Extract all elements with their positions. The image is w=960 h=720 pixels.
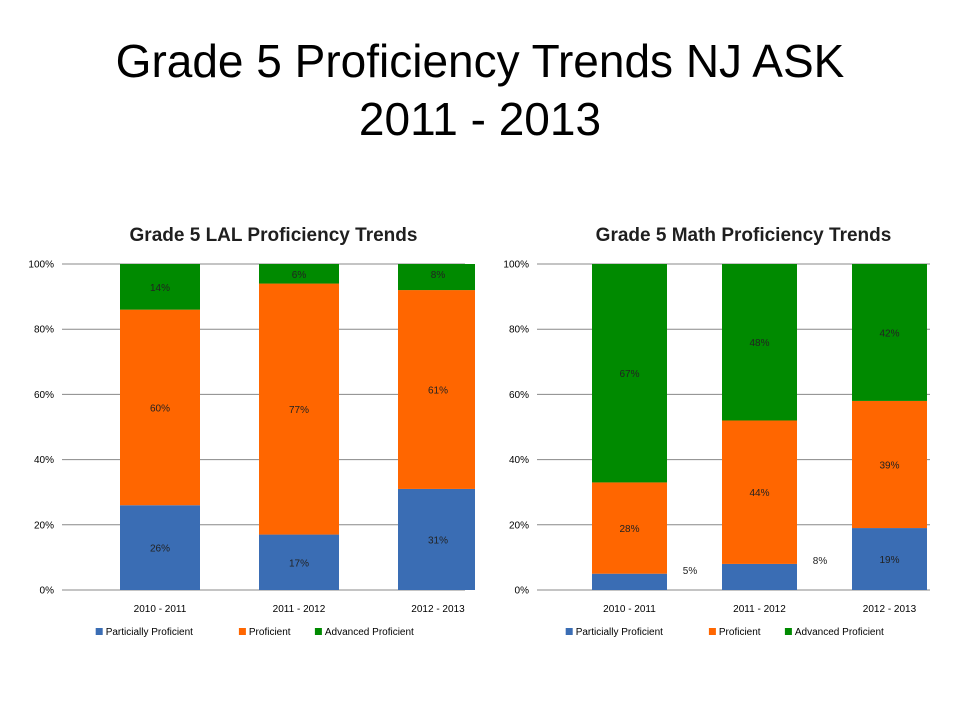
x-tick-label: 2011 - 2012	[733, 604, 786, 615]
data-label: 60%	[150, 403, 170, 414]
slide-title-line-1: Grade 5 Proficiency Trends NJ ASK	[115, 35, 845, 87]
data-label: 5%	[683, 566, 698, 577]
bar-segment	[120, 505, 200, 590]
legend-entry: Proficient	[249, 627, 291, 638]
x-tick-label: 2011 - 2012	[273, 604, 326, 615]
bar-segment	[398, 290, 475, 489]
data-label: 14%	[150, 283, 170, 294]
bar-segment	[398, 488, 475, 590]
math-proficiency-chart: Grade 5 Math Proficiency Trends 0% 20% 40% 6…	[503, 225, 930, 638]
data-label: 67%	[619, 369, 639, 380]
data-label: 39%	[879, 460, 899, 471]
slide-title: Grade 5 Proficiency Trends NJ ASK 2011 -…	[0, 32, 960, 148]
bar-segment	[852, 264, 927, 401]
legend-swatch	[784, 628, 792, 635]
bar-segment	[592, 264, 667, 483]
data-label: 6%	[292, 270, 307, 281]
y-tick-label: 0%	[40, 586, 55, 597]
data-label: 28%	[619, 524, 639, 535]
data-label: 42%	[879, 328, 899, 339]
bar-segment	[852, 528, 927, 590]
legend-entry: Particially Proficient	[576, 627, 663, 638]
chart-title: Grade 5 LAL Proficiency Trends	[130, 225, 418, 246]
bar-segment	[120, 309, 200, 506]
legend-swatch	[314, 628, 322, 635]
bar-segment	[852, 400, 927, 529]
bar-segment	[120, 264, 200, 310]
legend-swatch	[708, 628, 716, 635]
data-label: 17%	[289, 558, 309, 569]
x-tick-label: 2010 - 2011	[134, 604, 187, 615]
x-tick-label: 2012 - 2013	[411, 604, 465, 615]
bar-segment	[259, 283, 339, 535]
bar-segment	[722, 264, 797, 421]
legend-entry: Particially Proficient	[106, 627, 193, 638]
legend-entry: Advanced Proficient	[325, 627, 414, 638]
y-tick-label: 60%	[509, 390, 529, 401]
data-label: 19%	[879, 555, 899, 566]
x-tick-label: 2010 - 2011	[603, 604, 656, 615]
y-tick-label: 100%	[28, 260, 54, 271]
y-tick-label: 60%	[34, 390, 54, 401]
y-tick-label: 100%	[503, 260, 529, 271]
legend-swatch	[95, 628, 103, 635]
data-label: 26%	[150, 544, 170, 555]
data-label: 48%	[749, 338, 769, 349]
legend-entry: Proficient	[719, 627, 761, 638]
y-tick-label: 80%	[509, 325, 529, 336]
bar-segment	[592, 573, 667, 590]
legend-swatch	[565, 628, 573, 635]
bar-segment	[259, 264, 339, 284]
y-tick-label: 40%	[34, 455, 54, 466]
bar-segment	[259, 534, 339, 590]
bar-segment	[398, 264, 475, 291]
legend-entry: Advanced Proficient	[795, 627, 884, 638]
bar-segment	[592, 482, 667, 574]
y-tick-label: 0%	[515, 586, 530, 597]
bar-segment	[722, 563, 797, 590]
y-tick-label: 80%	[34, 325, 54, 336]
data-label: 8%	[813, 556, 828, 567]
lal-proficiency-chart: Grade 5 LAL Proficiency Trends 0% 20% 40% 60…	[28, 225, 475, 638]
legend-swatch	[238, 628, 246, 635]
x-tick-label: 2012 - 2013	[863, 604, 917, 615]
data-label: 8%	[431, 270, 446, 281]
chart-title: Grade 5 Math Proficiency Trends	[596, 225, 892, 246]
data-label: 31%	[428, 535, 448, 546]
slide-title-line-2: 2011 - 2013	[358, 93, 602, 145]
y-tick-label: 20%	[34, 520, 54, 531]
y-tick-label: 20%	[509, 520, 529, 531]
data-label: 61%	[428, 386, 448, 397]
y-tick-label: 40%	[509, 455, 529, 466]
data-label: 77%	[289, 405, 309, 416]
data-label: 44%	[749, 488, 769, 499]
bar-segment	[722, 420, 797, 564]
